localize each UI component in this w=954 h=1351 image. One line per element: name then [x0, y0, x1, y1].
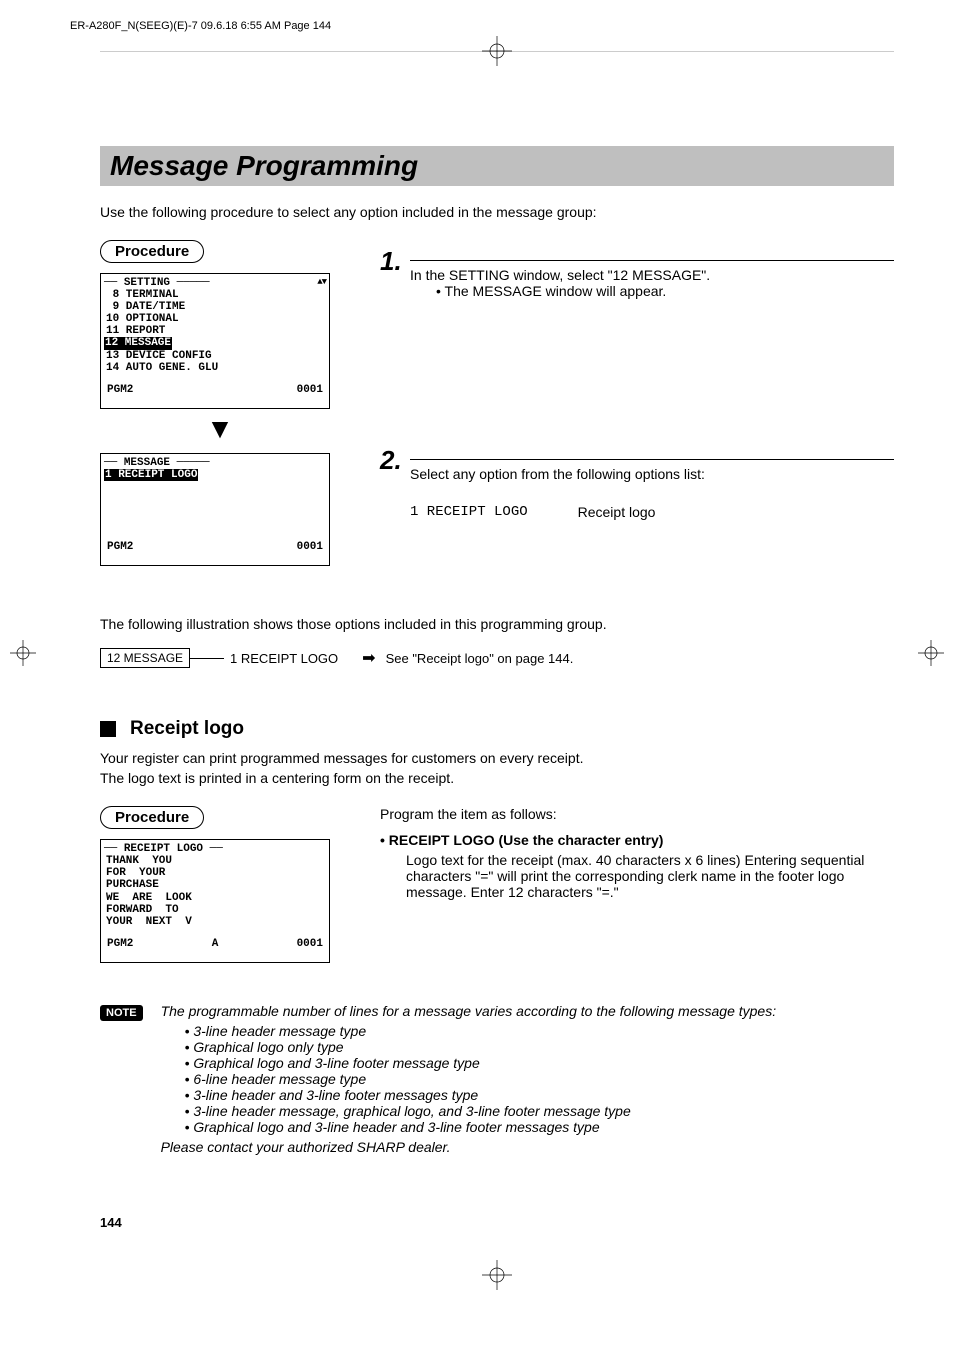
screen-mode: PGM2: [107, 541, 133, 553]
logo-line: PURCHASE: [104, 879, 326, 891]
note-tail: Please contact your authorized SHARP dea…: [161, 1139, 894, 1155]
intro-text: Use the following procedure to select an…: [100, 204, 894, 220]
crop-mark-top: [100, 36, 894, 66]
section-p1: Your register can print programmed messa…: [100, 750, 894, 766]
step1-sub: • The MESSAGE window will appear.: [436, 283, 894, 299]
arrow-right-icon: ➡: [362, 648, 375, 668]
tree-see-ref: See "Receipt logo" on page 144.: [386, 651, 574, 666]
screen-code: 0001: [297, 541, 323, 553]
note-bullet: Graphical logo only type: [185, 1039, 894, 1055]
illustration-text: The following illustration shows those o…: [100, 616, 894, 632]
crop-mark-right: [918, 640, 944, 671]
main-title: Message Programming: [110, 150, 884, 182]
section-bullet-icon: [100, 721, 116, 737]
crop-mark-bottom: [100, 1260, 894, 1300]
step-number-2: 2.: [380, 447, 402, 473]
crop-mark-icon: [10, 640, 36, 666]
pos-screen-setting: ── SETTING ───── ▲▼ 8 TERMINAL 9 DATE/TI…: [100, 273, 330, 409]
screen2-title: MESSAGE: [124, 457, 170, 469]
logo-line: FOR YOUR: [104, 867, 326, 879]
menu-item-selected: 12 MESSAGE: [104, 337, 172, 349]
program-lead: Program the item as follows:: [380, 806, 894, 822]
menu-item-selected: 1 RECEIPT LOGO: [104, 469, 198, 481]
tree-root: 12 MESSAGE: [100, 648, 190, 668]
section-p2: The logo text is printed in a centering …: [100, 770, 894, 786]
note-bullet: 6-line header message type: [185, 1071, 894, 1087]
scroll-arrows-icon: ▲▼: [317, 278, 326, 288]
logo-line: YOUR NEXT V: [104, 916, 326, 928]
menu-item: 9 DATE/TIME: [104, 301, 326, 313]
crop-mark-icon: [482, 1260, 512, 1290]
logo-line: THANK YOU: [104, 855, 326, 867]
screen-mid: A: [212, 938, 219, 950]
down-arrow-icon: ▼: [100, 415, 340, 443]
section-heading: Receipt logo: [130, 718, 244, 740]
note-bullet: 3-line header and 3-line footer messages…: [185, 1087, 894, 1103]
procedure-label-2: Procedure: [100, 806, 204, 829]
screen-mode: PGM2: [107, 938, 133, 950]
menu-item: 11 REPORT: [104, 325, 326, 337]
note-bullet: Graphical logo and 3-line header and 3-l…: [185, 1119, 894, 1135]
receipt-logo-desc: Logo text for the receipt (max. 40 chara…: [406, 852, 866, 900]
logo-line: WE ARE LOOK: [104, 892, 326, 904]
option-desc: Receipt logo: [578, 504, 656, 520]
note-bullet: 3-line header message, graphical logo, a…: [185, 1103, 894, 1119]
crop-mark-icon: [482, 36, 512, 66]
logo-line: FORWARD TO: [104, 904, 326, 916]
step2-text: Select any option from the following opt…: [410, 466, 894, 482]
note-bullet: Graphical logo and 3-line footer message…: [185, 1055, 894, 1071]
pos-screen-message: ── MESSAGE ───── 1 RECEIPT LOGO PGM2 000…: [100, 453, 330, 566]
screen-mode: PGM2: [107, 384, 133, 396]
note-badge: NOTE: [100, 1005, 143, 1021]
print-header: ER-A280F_N(SEEG)(E)-7 09.6.18 6:55 AM Pa…: [70, 20, 894, 32]
main-title-bar: Message Programming: [100, 146, 894, 186]
crop-mark-left: [10, 640, 36, 671]
tree-branch: 1 RECEIPT LOGO: [230, 651, 338, 666]
screen1-title: SETTING: [124, 277, 170, 289]
note-bullet: 3-line header message type: [185, 1023, 894, 1039]
screen3-title: RECEIPT LOGO: [124, 843, 203, 855]
receipt-logo-hdr: • RECEIPT LOGO (Use the character entry): [380, 832, 894, 848]
options-tree: 12 MESSAGE 1 RECEIPT LOGO ➡ See "Receipt…: [100, 648, 894, 668]
page-number: 144: [100, 1215, 894, 1230]
step-number-1: 1.: [380, 248, 402, 274]
crop-mark-icon: [918, 640, 944, 666]
procedure-label: Procedure: [100, 240, 204, 263]
menu-item: 13 DEVICE CONFIG: [104, 350, 326, 362]
option-code: 1 RECEIPT LOGO: [410, 504, 528, 520]
menu-item: 14 AUTO GENE. GLU: [104, 362, 326, 374]
note-lead: The programmable number of lines for a m…: [161, 1003, 777, 1019]
screen-code: 0001: [297, 938, 323, 950]
step1-text: In the SETTING window, select "12 MESSAG…: [410, 267, 710, 283]
menu-item: 8 TERMINAL: [104, 289, 326, 301]
menu-item: 10 OPTIONAL: [104, 313, 326, 325]
pos-screen-receipt-logo: ── RECEIPT LOGO ── THANK YOU FOR YOUR PU…: [100, 839, 330, 963]
screen-code: 0001: [297, 384, 323, 396]
